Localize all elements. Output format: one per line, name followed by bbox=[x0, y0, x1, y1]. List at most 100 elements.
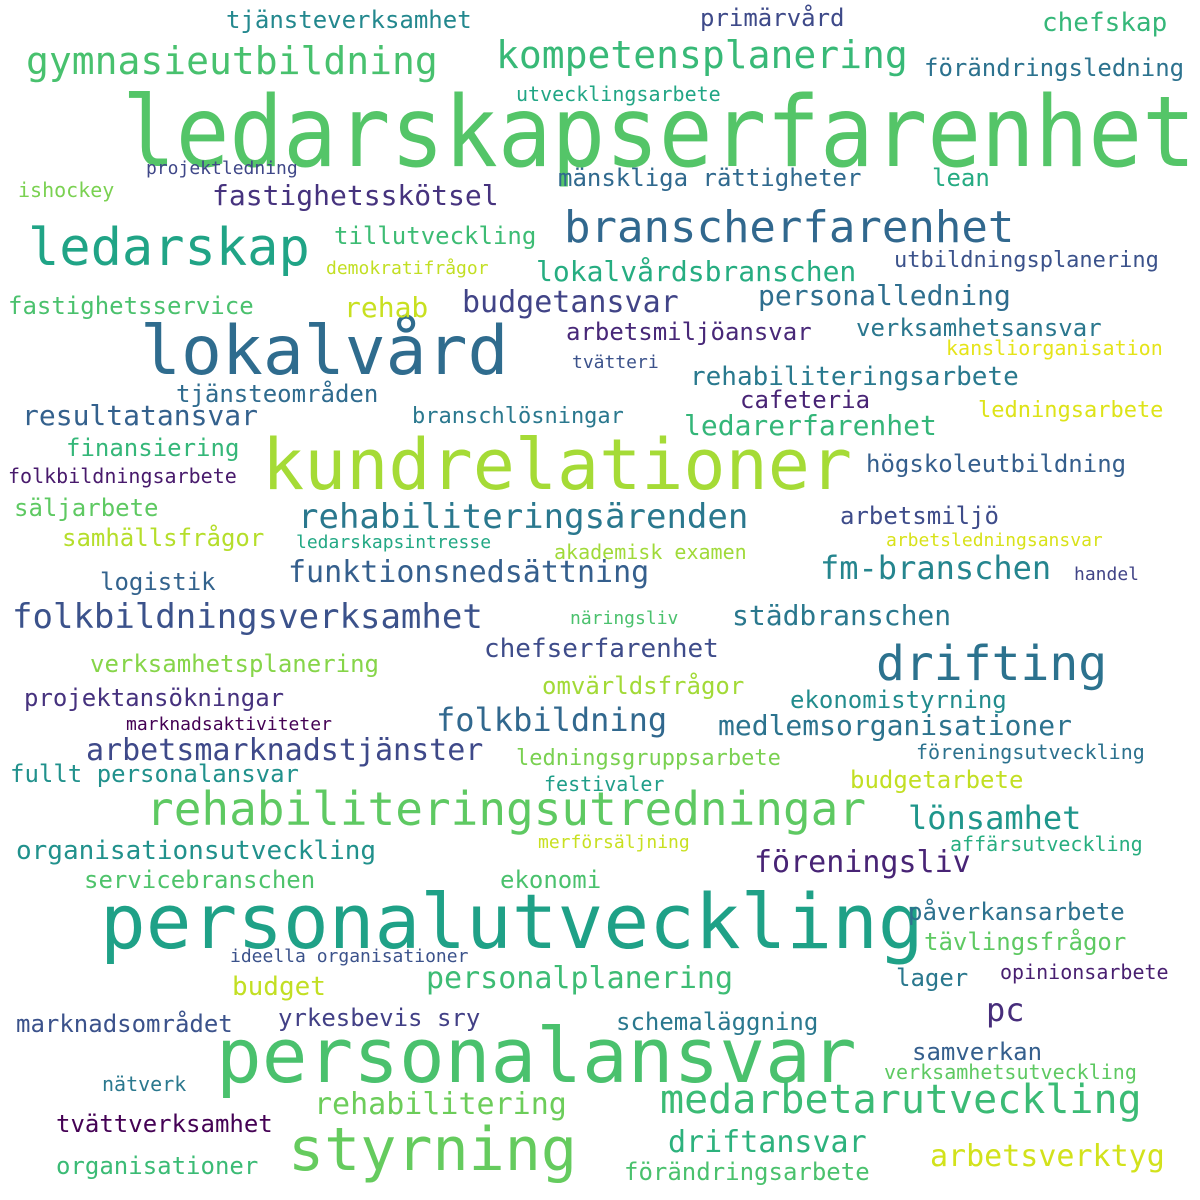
word-lokalvardsbranschen: lokalvårdsbranschen bbox=[536, 255, 857, 288]
word-folkbildning: folkbildning bbox=[436, 701, 668, 739]
word-finansiering: finansiering bbox=[66, 434, 240, 462]
word-medarbetarutveckling: medarbetarutveckling bbox=[660, 1077, 1142, 1123]
word-arbetsmiljoansvar: arbetsmiljöansvar bbox=[566, 318, 812, 346]
word-ledningsgruppsarbete: ledningsgruppsarbete bbox=[516, 746, 781, 771]
word-utvecklingsarbete: utvecklingsarbete bbox=[516, 82, 721, 106]
word-ledarskapsintresse: ledarskapsintresse bbox=[296, 532, 492, 553]
word-driftansvar: driftansvar bbox=[668, 1125, 867, 1160]
word-folkbildningsarbete: folkbildningsarbete bbox=[8, 464, 237, 488]
word-budget: budget bbox=[232, 972, 326, 1002]
word-tillutveckling: tillutveckling bbox=[334, 222, 537, 250]
word-personalansvar: personalansvar bbox=[216, 1011, 857, 1100]
word-fastighetsskotsel: fastighetsskötsel bbox=[212, 179, 499, 212]
word-arbetsmiljo: arbetsmiljö bbox=[840, 502, 999, 530]
word-yrkesbevis-sry: yrkesbevis sry bbox=[278, 1004, 481, 1032]
word-drifting: drifting bbox=[876, 636, 1108, 692]
word-ekonomistyrning: ekonomistyrning bbox=[790, 686, 1007, 714]
word-handel: handel bbox=[1074, 564, 1140, 585]
word-hogskoleutbildning: högskoleutbildning bbox=[866, 450, 1127, 478]
word-organisationsutveckling: organisationsutveckling bbox=[16, 836, 377, 866]
word-resultatansvar: resultatansvar bbox=[22, 399, 259, 432]
word-lokalvard: lokalvård bbox=[140, 312, 509, 391]
word-verksamhetsansvar: verksamhetsansvar bbox=[856, 314, 1102, 342]
word-logistik: logistik bbox=[100, 568, 216, 596]
word-festivaler: festivaler bbox=[544, 772, 665, 796]
word-samhallsfragor: samhällsfrågor bbox=[62, 524, 265, 552]
word-ideella-organisationer: ideella organisationer bbox=[230, 946, 469, 967]
word-kundrelationer: kundrelationer bbox=[262, 424, 853, 506]
word-arbetsmarknadstjanster: arbetsmarknadstjänster bbox=[86, 733, 484, 768]
word-branscherfarenhet: branscherfarenhet bbox=[564, 202, 1015, 253]
word-chefserfarenhet: chefserfarenhet bbox=[484, 634, 719, 664]
word-ledarskapserfarenhet: ledarskapserfarenhet bbox=[122, 76, 1196, 190]
word-rehabiliteringsutredningar: rehabiliteringsutredningar bbox=[146, 782, 867, 836]
word-rehab: rehab bbox=[344, 291, 429, 324]
word-medlemsorganisationer: medlemsorganisationer bbox=[718, 709, 1073, 742]
word-chefskap: chefskap bbox=[1042, 8, 1168, 38]
word-budgetarbete: budgetarbete bbox=[850, 766, 1024, 794]
word-samverkan: samverkan bbox=[912, 1038, 1043, 1066]
word-pc: pc bbox=[986, 991, 1025, 1029]
word-gymnasieutbildning: gymnasieutbildning bbox=[26, 39, 438, 83]
word-kompetensplanering: kompetensplanering bbox=[496, 33, 908, 77]
word-tvattverksamhet: tvättverksamhet bbox=[56, 1110, 273, 1138]
word-budgetansvar: budgetansvar bbox=[462, 285, 679, 320]
word-stadbranschen: städbranschen bbox=[732, 599, 952, 632]
word-fullt-personalansvar: fullt personalansvar bbox=[10, 760, 299, 788]
word-ledarskap: ledarskap bbox=[28, 218, 310, 278]
word-primarvard: primärvård bbox=[700, 4, 845, 32]
word-projektledning: projektledning bbox=[146, 158, 298, 179]
word-verksamhetsplanering: verksamhetsplanering bbox=[90, 650, 379, 678]
word-natverk: nätverk bbox=[102, 1072, 187, 1096]
word-servicebranschen: servicebranschen bbox=[84, 866, 316, 894]
word-saljarbete: säljarbete bbox=[14, 494, 159, 522]
word-forandringsarbete: förändringsarbete bbox=[624, 1158, 870, 1186]
word-projektansokningar: projektansökningar bbox=[24, 684, 285, 712]
word-arbetsverktyg: arbetsverktyg bbox=[930, 1139, 1165, 1174]
word-organisationer: organisationer bbox=[56, 1152, 259, 1180]
word-manskliga-rattigheter: mänskliga rättigheter bbox=[558, 164, 862, 192]
word-personalutveckling: personalutveckling bbox=[100, 877, 924, 966]
word-kansliorganisation: kansliorganisation bbox=[946, 336, 1163, 360]
word-rehabiliteringsarenden: rehabiliteringsärenden bbox=[298, 497, 749, 537]
word-lager: lager bbox=[896, 964, 969, 992]
word-branschlosningar: branschlösningar bbox=[412, 404, 624, 429]
word-lean: lean bbox=[932, 164, 990, 192]
word-tjansteverksamhet: tjänsteverksamhet bbox=[226, 6, 472, 34]
word-cafeteria: cafeteria bbox=[740, 386, 871, 414]
word-funktionsnedsattning: funktionsnedsättning bbox=[288, 555, 650, 590]
word-arbetsledningsansvar: arbetsledningsansvar bbox=[886, 530, 1103, 551]
word-verksamhetsutveckling: verksamhetsutveckling bbox=[884, 1060, 1137, 1084]
word-schemalaggning: schemaläggning bbox=[616, 1008, 819, 1036]
word-omvarldsfragor: omvärldsfrågor bbox=[542, 672, 745, 700]
word-fm-branschen: fm-branschen bbox=[820, 549, 1052, 587]
word-marknadsomradet: marknadsområdet bbox=[16, 1010, 233, 1038]
word-tjansteomraden: tjänsteområden bbox=[176, 380, 379, 408]
word-rehabiliteringsarbete: rehabiliteringsarbete bbox=[690, 362, 1019, 392]
word-utbildningsplanering: utbildningsplanering bbox=[894, 248, 1159, 273]
word-personalledning: personalledning bbox=[758, 279, 1011, 312]
word-ekonomi: ekonomi bbox=[500, 866, 602, 894]
word-ledningsarbete: ledningsarbete bbox=[978, 398, 1164, 423]
word-paverkansarbete: påverkansarbete bbox=[908, 898, 1125, 926]
word-marknadsaktiviteter: marknadsaktiviteter bbox=[126, 714, 332, 735]
word-fastighetsservice: fastighetsservice bbox=[8, 292, 254, 320]
word-affarsutveckling: affärsutveckling bbox=[950, 832, 1143, 856]
word-folkbildningsverksamhet: folkbildningsverksamhet bbox=[12, 597, 483, 637]
word-personalplanering: personalplanering bbox=[426, 961, 734, 996]
word-tavlingsfragor: tävlingsfrågor bbox=[924, 928, 1127, 956]
word-merforsaljning: merförsäljning bbox=[538, 832, 690, 853]
word-lonsamhet: lönsamhet bbox=[908, 799, 1082, 837]
word-foreningsliv: föreningsliv bbox=[754, 845, 971, 880]
word-styrning: styrning bbox=[288, 1115, 577, 1185]
word-naringsliv: näringsliv bbox=[570, 608, 679, 629]
word-demokratifragor: demokratifrågor bbox=[326, 258, 489, 279]
word-rehabilitering: rehabilitering bbox=[314, 1087, 567, 1122]
word-ishockey: ishockey bbox=[18, 178, 115, 202]
word-opinionsarbete: opinionsarbete bbox=[1000, 960, 1169, 984]
word-tvatteri: tvätteri bbox=[572, 352, 659, 373]
word-akademisk-examen: akademisk examen bbox=[554, 540, 747, 564]
word-forandringsledning: förändringsledning bbox=[924, 54, 1185, 82]
word-foreningsutveckling: föreningsutveckling bbox=[916, 740, 1145, 764]
